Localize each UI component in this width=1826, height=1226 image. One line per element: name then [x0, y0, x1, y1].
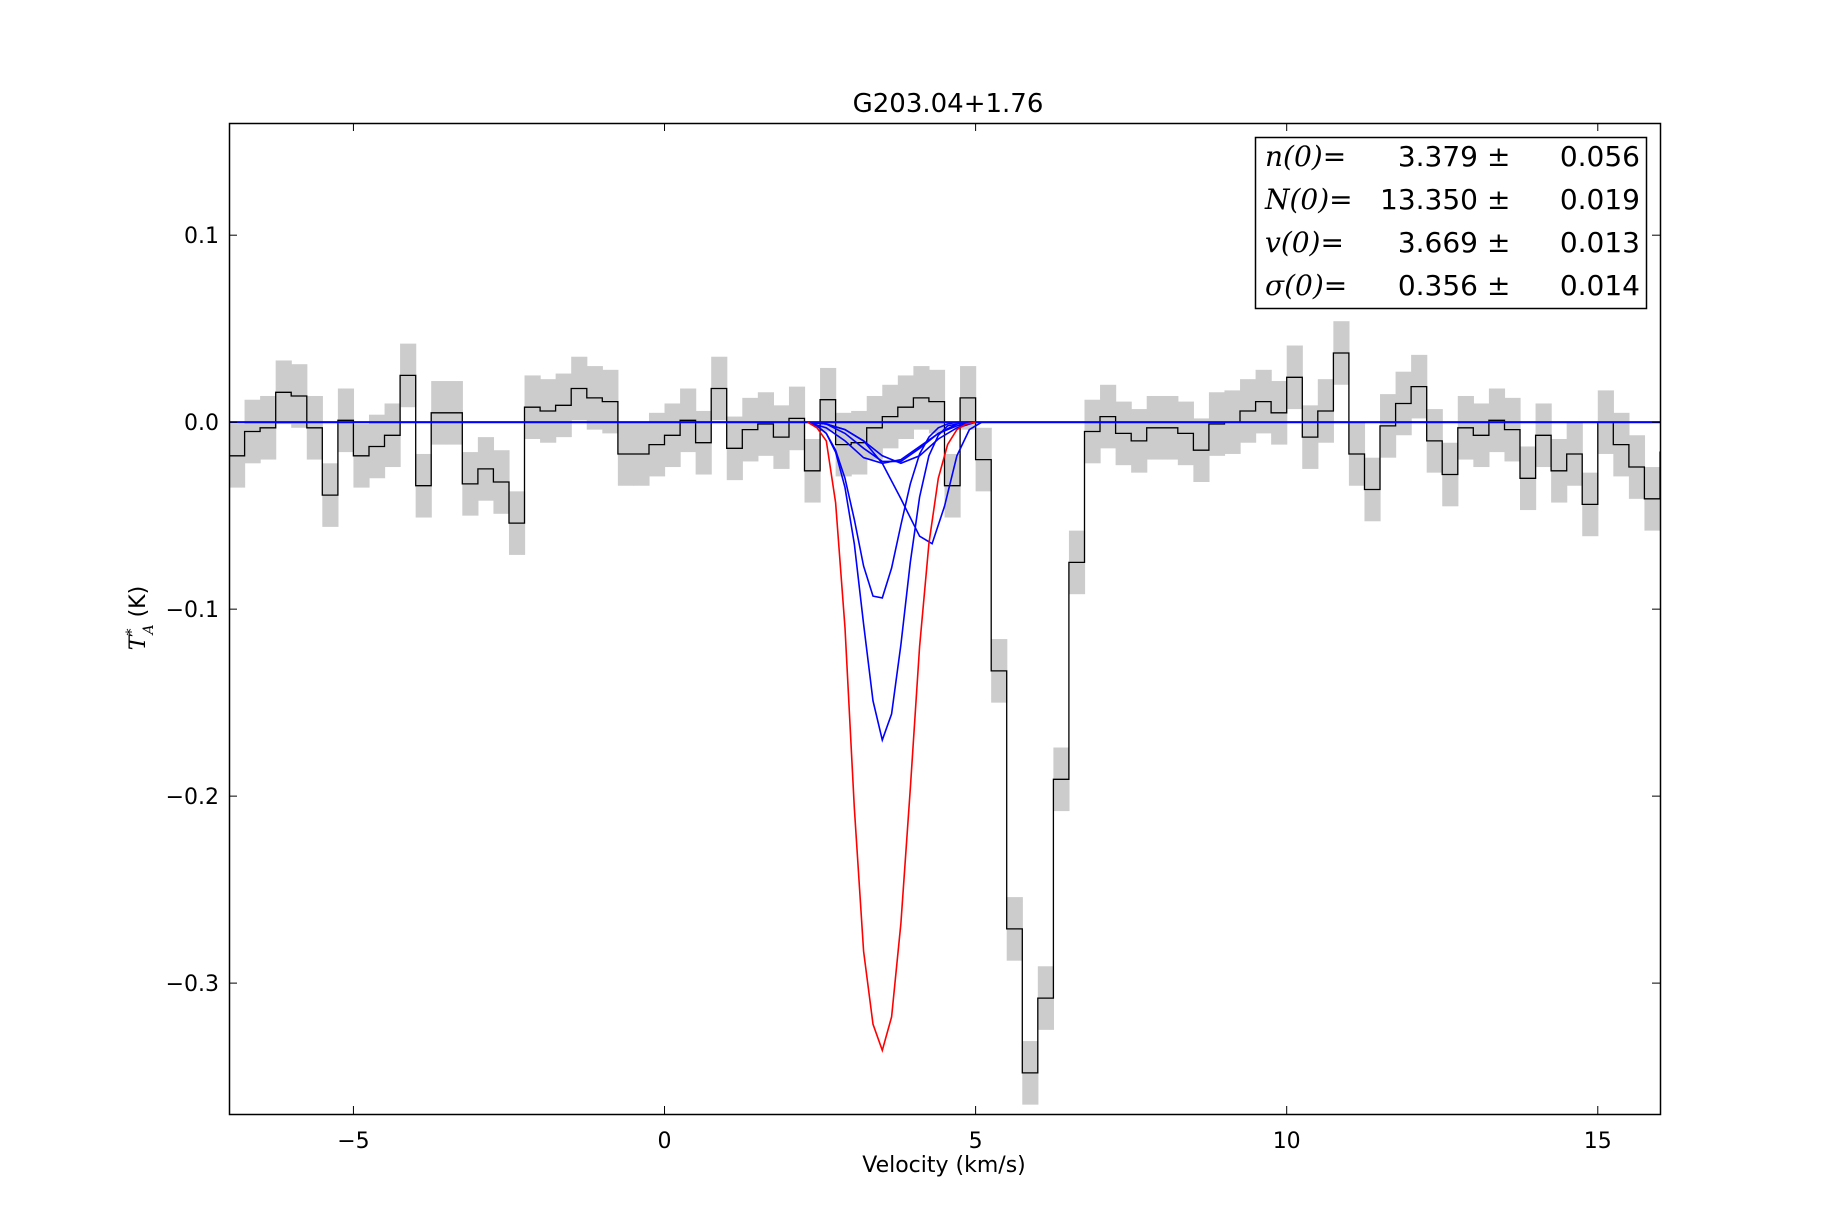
x-axis-label: Velocity (km/s) — [862, 1153, 1026, 1178]
y-tick-label: 0.0 — [184, 411, 219, 436]
y-axis-ticks: 0.1 0.0 −0.1 −0.2 −0.3 — [166, 224, 1660, 997]
uncertainty-bin — [1816, 387, 1826, 451]
fit-param-value: 3.669 — [1398, 226, 1478, 259]
x-tick-label: 5 — [969, 1129, 983, 1154]
uncertainty-bin — [1738, 402, 1754, 466]
fit-component-line — [807, 421, 976, 463]
fit-param-name: n(0)= — [1265, 140, 1346, 173]
spectrum-line — [229, 352, 1660, 1074]
uncertainty-bin — [1800, 420, 1816, 484]
x-axis-ticks: −5 0 5 10 15 — [337, 123, 1612, 1154]
y-axis-label-symbol: T — [126, 633, 151, 650]
uncertainty-bin — [1784, 390, 1800, 454]
x-tick-label: 15 — [1584, 1129, 1612, 1154]
chart-title: G203.04+1.76 — [853, 89, 1044, 119]
svg-text:T*A (K): T*A (K) — [124, 586, 157, 650]
fit-param-name: N(0)= — [1264, 183, 1353, 216]
uncertainty-bin — [1707, 392, 1723, 456]
uncertainty-bin — [1769, 362, 1785, 426]
y-tick-label: −0.1 — [166, 598, 219, 623]
fit-param-pm: ± — [1487, 269, 1510, 302]
fit-param-pm: ± — [1487, 226, 1510, 259]
fit-param-error: 0.056 — [1560, 140, 1640, 173]
uncertainty-bin — [1660, 420, 1676, 484]
fit-param-name: σ(0)= — [1265, 269, 1347, 302]
x-tick-label: −5 — [337, 1129, 369, 1154]
fit-component-line — [807, 421, 976, 599]
y-tick-label: 0.1 — [184, 224, 219, 249]
y-axis-label: T*A (K) — [124, 586, 157, 650]
uncertainty-bin — [1753, 375, 1769, 439]
uncertainty-bin — [1691, 381, 1707, 445]
model-fit-line — [807, 421, 976, 1054]
fit-box-frame — [1254, 136, 1648, 310]
y-tick-label: −0.2 — [166, 785, 219, 810]
y-tick-label: −0.3 — [166, 972, 219, 997]
y-axis-label-superscript: * — [124, 629, 140, 636]
fit-param-error: 0.019 — [1560, 183, 1640, 216]
fit-curves — [229, 421, 1660, 1054]
fit-param-pm: ± — [1487, 140, 1510, 173]
uncertainty-bin — [1722, 428, 1738, 492]
plot-area — [229, 321, 1826, 1105]
x-tick-label: 10 — [1273, 1129, 1301, 1154]
uncertainty-band — [229, 321, 1826, 1105]
plot-frame — [228, 122, 1662, 1116]
fit-param-error: 0.013 — [1560, 226, 1640, 259]
fit-param-error: 0.014 — [1560, 269, 1640, 302]
y-axis-label-unit: (K) — [126, 586, 151, 625]
fit-param-value: 0.356 — [1398, 269, 1478, 302]
x-tick-label: 0 — [658, 1129, 672, 1154]
uncertainty-bin — [1676, 441, 1692, 505]
fit-param-name: v(0)= — [1265, 226, 1344, 259]
fit-component-line — [807, 421, 976, 465]
fit-parameter-box: n(0)= 3.379 ±0.056 N(0)= 13.350 ±0.019 v(0)= 3.… — [1254, 136, 1648, 310]
spectrum-steps — [229, 352, 1660, 1074]
fit-param-pm: ± — [1487, 183, 1510, 216]
fit-param-value: 3.379 — [1398, 140, 1478, 173]
fit-param-value: 13.350 — [1380, 183, 1478, 216]
y-axis-label-subscript: A — [141, 624, 157, 636]
